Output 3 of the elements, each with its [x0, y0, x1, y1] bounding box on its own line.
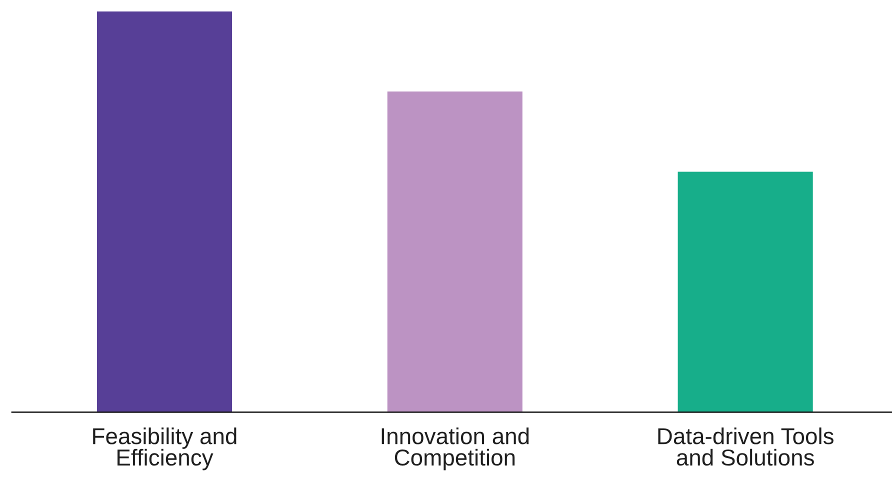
x-tick-label: Innovation and Competition: [382, 427, 529, 470]
x-tick-label: Feasibility and Efficiency: [93, 427, 236, 470]
x-tick-label: Data-driven Tools and Solutions: [658, 427, 834, 466]
